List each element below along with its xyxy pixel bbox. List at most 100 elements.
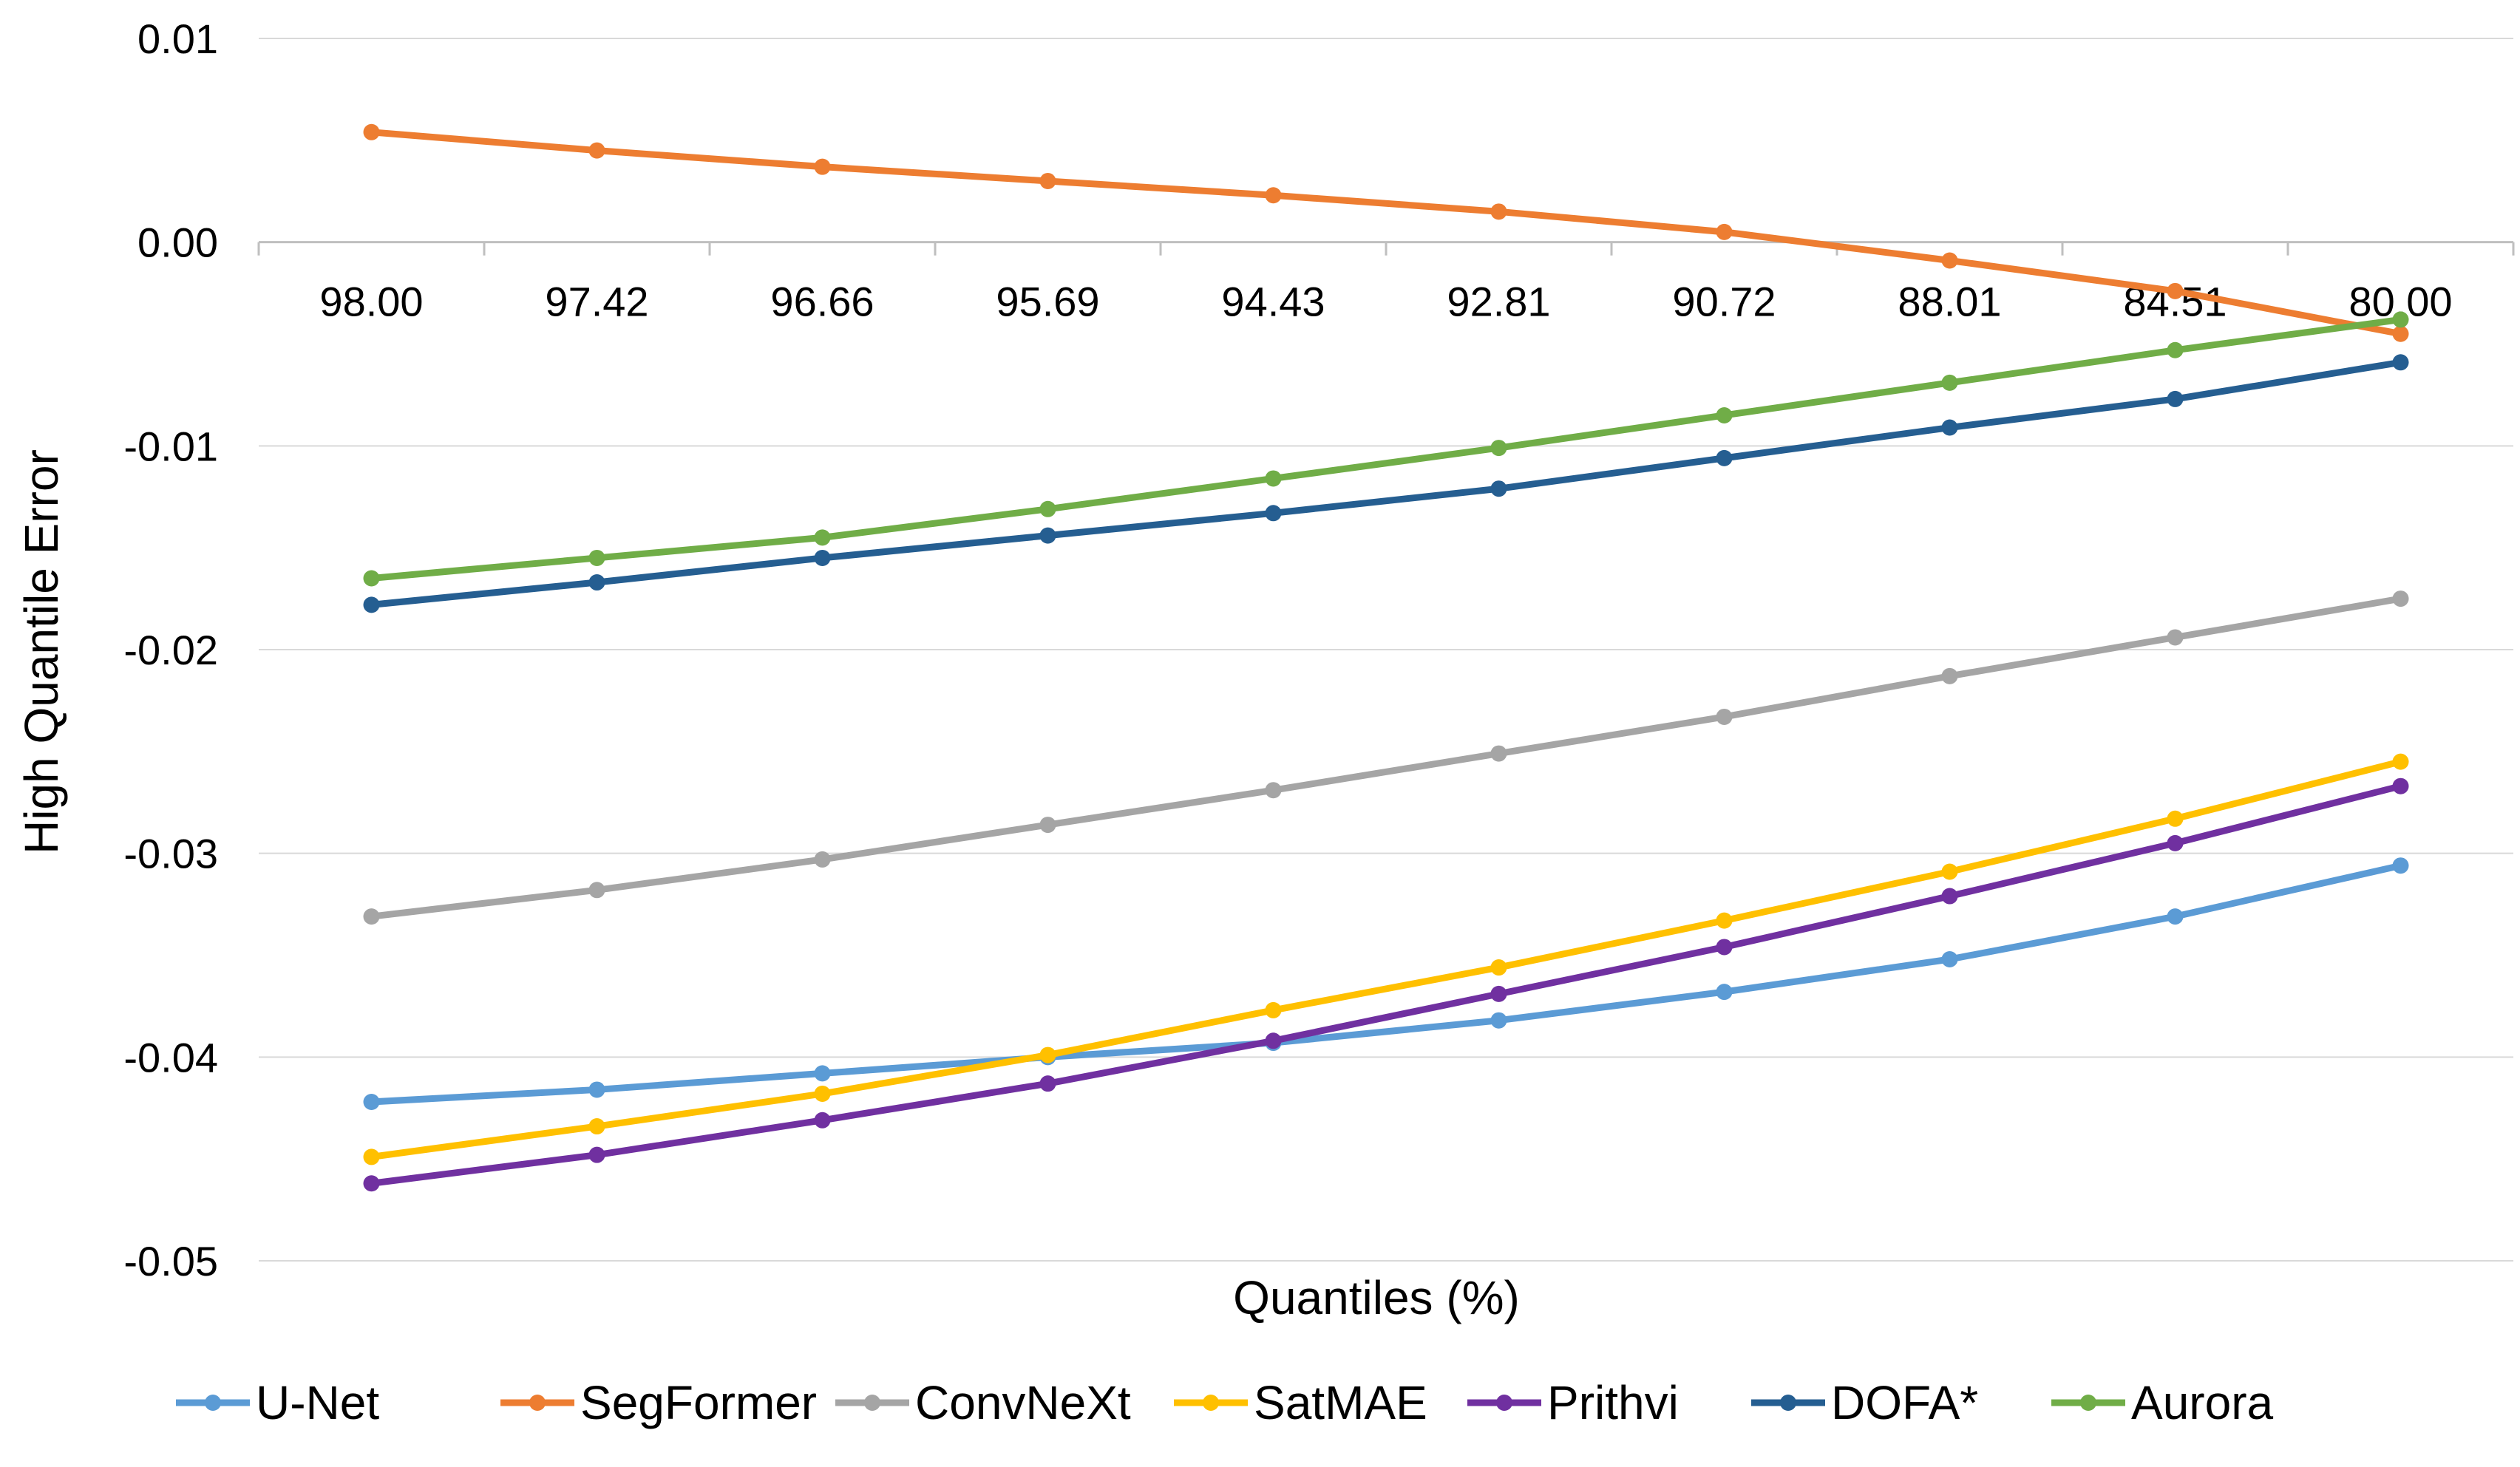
data-point-satmae <box>1490 959 1507 976</box>
data-point-aurora <box>1941 374 1958 391</box>
data-point-prithvi <box>1039 1075 1056 1092</box>
data-point-convnext <box>1265 782 1282 799</box>
y-axis-ticks: 0.01 0.00 -0.01 -0.02 -0.03 -0.04 -0.05 <box>123 16 218 1284</box>
data-point-convnext <box>363 908 380 925</box>
data-point-u-net <box>588 1081 605 1098</box>
series-aurora <box>363 311 2409 587</box>
data-point-aurora <box>1490 440 1507 457</box>
x-tick-label: 92.81 <box>1447 279 1550 325</box>
legend-swatch-marker <box>864 1395 880 1411</box>
data-point-prithvi <box>1716 939 1733 956</box>
data-point-satmae <box>2167 810 2184 827</box>
y-tick-label: -0.05 <box>123 1238 218 1284</box>
y-tick-label: 0.00 <box>137 219 218 266</box>
y-tick-label: 0.01 <box>137 16 218 62</box>
y-tick-label: -0.01 <box>123 423 218 469</box>
data-point-segformer <box>1039 172 1056 189</box>
data-point-dofa <box>1716 449 1733 466</box>
data-point-u-net <box>1716 984 1733 1001</box>
series-line-dofa <box>368 358 2404 608</box>
series-segformer <box>363 123 2409 342</box>
data-point-convnext <box>2167 629 2184 646</box>
data-point-satmae <box>1039 1046 1056 1063</box>
series-prithvi <box>363 777 2409 1192</box>
data-point-segformer <box>2392 325 2409 342</box>
data-point-satmae <box>2392 753 2409 770</box>
data-point-dofa <box>588 574 605 591</box>
data-point-dofa <box>1490 480 1507 497</box>
legend-label: SatMAE <box>1254 1376 1427 1429</box>
series-line-segformer <box>368 129 2404 338</box>
y-axis-title: High Quantile Error <box>15 449 68 854</box>
data-point-satmae <box>363 1148 380 1165</box>
data-point-prithvi <box>1941 888 1958 905</box>
legend-swatch-marker <box>1496 1395 1512 1411</box>
legend-swatch-marker <box>529 1395 546 1411</box>
data-point-convnext <box>1941 667 1958 684</box>
series-line-prithvi <box>368 783 2404 1187</box>
data-point-aurora <box>1039 500 1056 517</box>
data-point-satmae <box>1265 1001 1282 1018</box>
data-point-dofa <box>1039 527 1056 544</box>
data-point-prithvi <box>1265 1032 1282 1049</box>
legend-label: ConvNeXt <box>915 1376 1131 1429</box>
series-satmae <box>363 753 2409 1165</box>
data-point-satmae <box>588 1118 605 1135</box>
series-line-satmae <box>368 758 2404 1160</box>
data-point-satmae <box>814 1085 831 1102</box>
data-point-aurora <box>2167 341 2184 358</box>
data-point-u-net <box>1941 951 1958 968</box>
data-point-prithvi <box>2392 777 2409 794</box>
data-point-convnext <box>1039 817 1056 834</box>
data-point-convnext <box>1716 708 1733 725</box>
data-point-convnext <box>814 851 831 868</box>
data-point-prithvi <box>2167 834 2184 851</box>
data-point-prithvi <box>814 1112 831 1129</box>
gridlines <box>259 38 2513 1262</box>
legend-swatch-marker <box>205 1395 221 1411</box>
data-point-u-net <box>363 1093 380 1110</box>
data-point-aurora <box>363 570 380 587</box>
data-point-segformer <box>814 158 831 175</box>
data-point-u-net <box>2167 908 2184 925</box>
x-tick-label: 97.42 <box>545 279 648 325</box>
data-point-satmae <box>1716 912 1733 929</box>
data-point-satmae <box>1941 863 1958 880</box>
data-point-u-net <box>1490 1012 1507 1029</box>
data-point-dofa <box>2392 354 2409 371</box>
legend-label: SegFormer <box>580 1376 817 1429</box>
data-point-u-net <box>2392 857 2409 874</box>
legend: U-Net SegFormer ConvNeXt SatMAE Prithvi DOFA*… <box>176 1376 2274 1429</box>
legend-label: Prithvi <box>1547 1376 1679 1429</box>
data-point-convnext <box>1490 745 1507 762</box>
series-convnext <box>363 590 2409 925</box>
y-tick-label: -0.03 <box>123 831 218 877</box>
legend-swatch-marker <box>2080 1395 2096 1411</box>
data-point-aurora <box>2392 311 2409 328</box>
x-tick-label: 96.66 <box>770 279 874 325</box>
x-axis-title: Quantiles (%) <box>1233 1271 1520 1324</box>
series-line-convnext <box>368 595 2404 920</box>
data-point-segformer <box>1490 203 1507 220</box>
data-point-segformer <box>1265 187 1282 204</box>
data-point-segformer <box>2167 282 2184 299</box>
data-point-segformer <box>363 123 380 140</box>
series-dofa <box>363 354 2409 613</box>
data-point-aurora <box>1716 406 1733 423</box>
series-layer <box>363 123 2409 1192</box>
data-point-segformer <box>588 142 605 159</box>
series-line-aurora <box>368 316 2404 582</box>
data-point-prithvi <box>588 1146 605 1163</box>
data-point-convnext <box>588 882 605 899</box>
legend-label: Aurora <box>2131 1376 2274 1429</box>
data-point-convnext <box>2392 590 2409 607</box>
legend-swatch-marker <box>1780 1395 1796 1411</box>
legend-label: U-Net <box>256 1376 379 1429</box>
series-line-u-net <box>368 862 2404 1106</box>
data-point-dofa <box>2167 390 2184 407</box>
data-point-dofa <box>1941 419 1958 436</box>
legend-swatch-marker <box>1203 1395 1219 1411</box>
data-point-dofa <box>1265 505 1282 522</box>
y-tick-label: -0.04 <box>123 1034 218 1080</box>
data-point-aurora <box>588 549 605 566</box>
